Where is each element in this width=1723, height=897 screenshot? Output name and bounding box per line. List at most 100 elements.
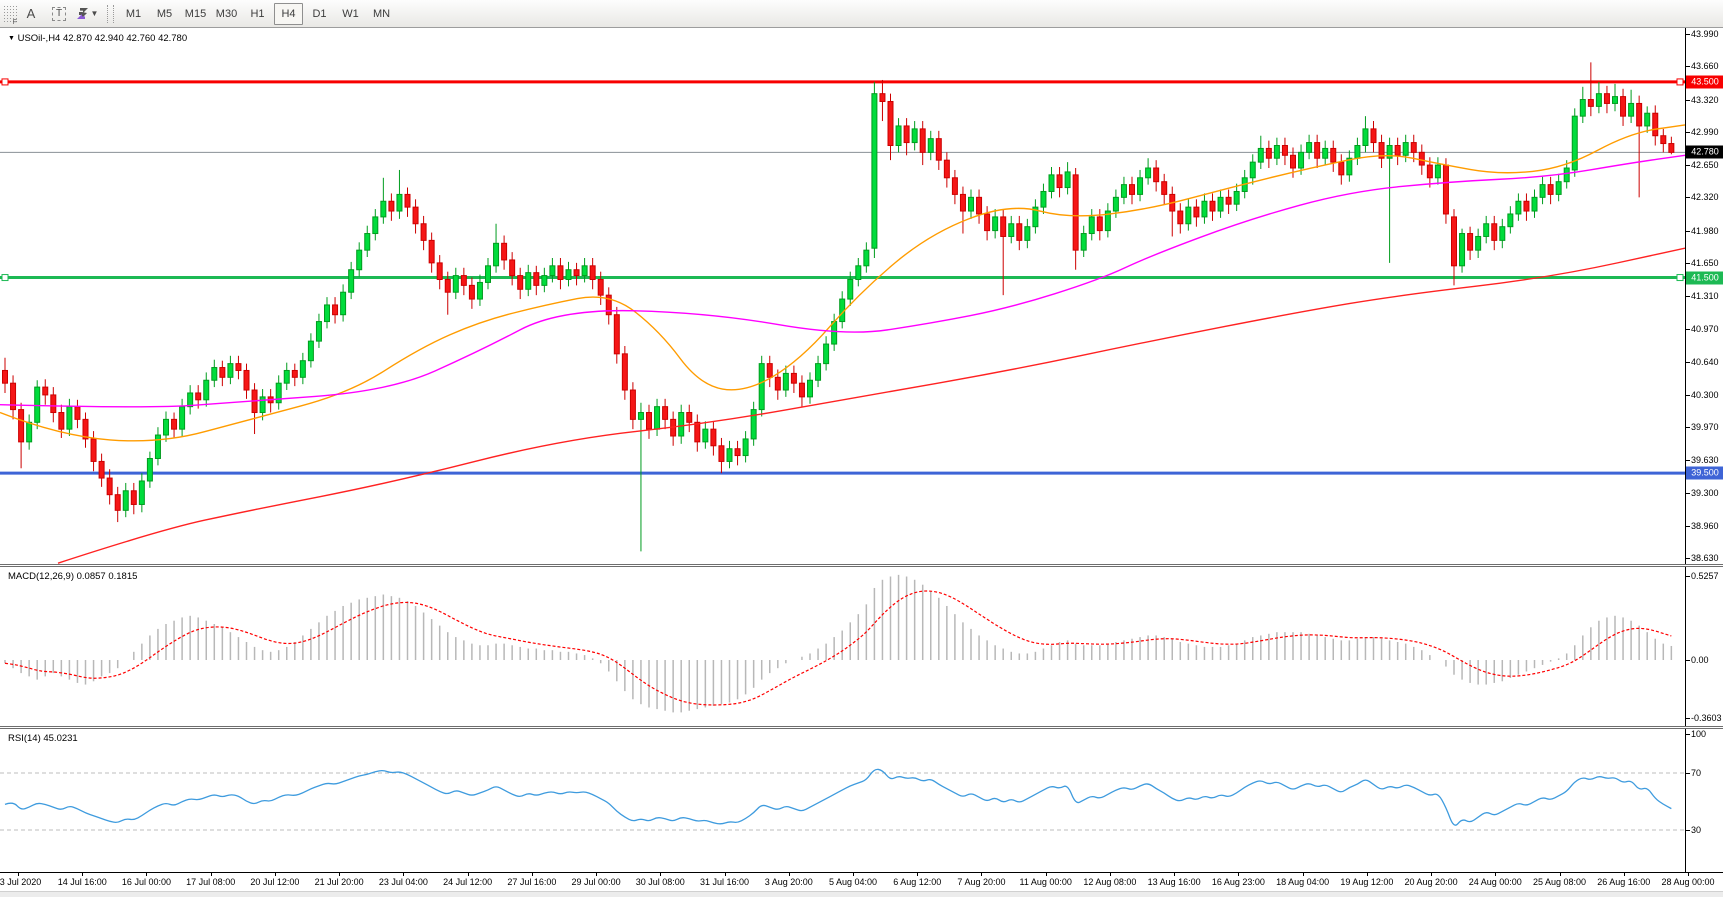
candle-body bbox=[98, 460, 105, 479]
axis-label: 40.970 bbox=[1691, 324, 1719, 335]
candle-body bbox=[927, 138, 934, 153]
candle-body bbox=[968, 196, 974, 212]
candle-body bbox=[831, 321, 838, 345]
candle-body bbox=[895, 125, 902, 147]
candle-body bbox=[179, 406, 186, 430]
price-axis[interactable]: 43.990 43.660 43.320 42.990 42.650 42.320 41.9… bbox=[1685, 28, 1723, 565]
ma-slow-line[interactable] bbox=[57, 247, 1685, 564]
candle-body bbox=[1177, 210, 1184, 225]
candle-body bbox=[195, 392, 202, 401]
candle-body bbox=[758, 363, 765, 411]
time-tick bbox=[981, 873, 983, 876]
candle-body bbox=[1378, 142, 1385, 159]
tf-button-M30[interactable]: M30 bbox=[215, 7, 238, 20]
candle-body bbox=[943, 159, 950, 179]
candle-body bbox=[332, 304, 339, 316]
panel-separator-2[interactable] bbox=[0, 726, 1723, 729]
time-tick bbox=[853, 873, 854, 876]
candle-body bbox=[573, 269, 580, 277]
candle-body bbox=[1306, 142, 1313, 153]
bottom-edge-strip bbox=[0, 891, 1723, 897]
time-tick bbox=[596, 873, 598, 876]
candle-body bbox=[436, 262, 443, 281]
tf-button-W1[interactable]: W1 bbox=[342, 7, 359, 20]
candle-body bbox=[452, 275, 459, 293]
axis-label: 42.990 bbox=[1691, 126, 1719, 137]
candle-body bbox=[1008, 223, 1015, 237]
tf-button-M5[interactable]: M5 bbox=[156, 7, 173, 20]
candle-body bbox=[1161, 181, 1168, 195]
axis-tick bbox=[1686, 717, 1690, 719]
candle-body bbox=[855, 265, 862, 281]
line-handle[interactable] bbox=[1, 78, 9, 86]
axis-label: -0.3603 bbox=[1691, 712, 1722, 723]
line-handle[interactable] bbox=[1676, 78, 1684, 86]
line-handle[interactable] bbox=[1676, 274, 1684, 282]
candle-body bbox=[1620, 96, 1627, 117]
candle-body bbox=[146, 457, 153, 482]
time-tick bbox=[917, 873, 919, 876]
time-label: 7 Aug 20:00 bbox=[957, 877, 1006, 887]
tf-button-D1[interactable]: D1 bbox=[312, 7, 327, 20]
candle-body bbox=[509, 259, 516, 277]
candle-body bbox=[1298, 151, 1305, 169]
tf-button-M1[interactable]: M1 bbox=[125, 7, 142, 20]
candle-body bbox=[18, 409, 25, 443]
ma-fast-line[interactable] bbox=[0, 124, 1685, 442]
axis-tick bbox=[1686, 525, 1690, 527]
candle-body bbox=[1515, 200, 1522, 215]
macd-axis[interactable]: 0.5257 0.00 -0.3603 bbox=[1685, 567, 1723, 727]
candle-body bbox=[340, 291, 347, 316]
time-label: 3 Aug 20:00 bbox=[764, 877, 813, 887]
candle-body bbox=[1024, 226, 1031, 241]
time-tick bbox=[1366, 873, 1368, 876]
candle-body bbox=[1281, 145, 1288, 156]
time-label: 23 Jul 04:00 bbox=[378, 877, 428, 887]
panel-separator-1[interactable] bbox=[0, 564, 1723, 567]
tf-button-M15[interactable]: M15 bbox=[184, 7, 207, 20]
candle-body bbox=[2, 369, 8, 384]
candle-body bbox=[1491, 223, 1498, 241]
candle-body bbox=[1523, 200, 1530, 212]
axis-label: 43.660 bbox=[1691, 61, 1719, 72]
candle-body bbox=[847, 279, 854, 300]
candle-body bbox=[485, 265, 491, 283]
candle-body bbox=[90, 438, 97, 462]
candle-body bbox=[662, 406, 669, 420]
candle-body bbox=[702, 428, 709, 443]
candle-body bbox=[1225, 196, 1232, 205]
time-tick bbox=[660, 873, 662, 876]
font-tool-button[interactable]: A bbox=[26, 6, 36, 21]
candle-body bbox=[887, 100, 894, 147]
candle-body bbox=[1563, 167, 1570, 183]
tf-button-H1[interactable]: H1 bbox=[250, 7, 265, 20]
toolbar-drag-handle-icon[interactable]: F bbox=[3, 4, 17, 26]
candle-body bbox=[324, 304, 330, 323]
text-label-tool-button[interactable]: T bbox=[46, 2, 72, 26]
axis-label: 39.970 bbox=[1691, 422, 1719, 433]
price-chart-plot[interactable] bbox=[0, 28, 1685, 565]
tf-button-H4[interactable]: H4 bbox=[274, 2, 303, 25]
line-handle[interactable] bbox=[1, 274, 9, 282]
time-label: 31 Jul 16:00 bbox=[700, 877, 750, 887]
time-tick bbox=[467, 873, 469, 876]
rsi-axis[interactable]: 100 70 30 bbox=[1685, 729, 1723, 872]
candle-body bbox=[1072, 174, 1079, 251]
candle-body bbox=[171, 418, 178, 430]
tf-button-MN[interactable]: MN bbox=[372, 7, 391, 20]
symbol-dropdown-icon[interactable]: ▼ bbox=[8, 35, 15, 42]
candle-body bbox=[1539, 184, 1546, 198]
macd-signal-line bbox=[4, 590, 1672, 706]
arrows-tool-button[interactable]: ▼ bbox=[74, 2, 100, 26]
candle-body bbox=[106, 477, 113, 496]
rsi-indicator-plot[interactable] bbox=[0, 729, 1685, 872]
candle-body bbox=[1032, 206, 1039, 228]
ma-medium-line[interactable] bbox=[0, 154, 1685, 408]
candle-body bbox=[976, 196, 983, 215]
candle-body bbox=[984, 213, 991, 232]
macd-indicator-plot[interactable] bbox=[0, 567, 1685, 727]
axis-label: 41.650 bbox=[1691, 257, 1719, 268]
time-label: 20 Jul 12:00 bbox=[250, 877, 300, 887]
time-tick bbox=[1238, 873, 1240, 876]
time-label: 13 Jul 2020 bbox=[0, 877, 42, 887]
